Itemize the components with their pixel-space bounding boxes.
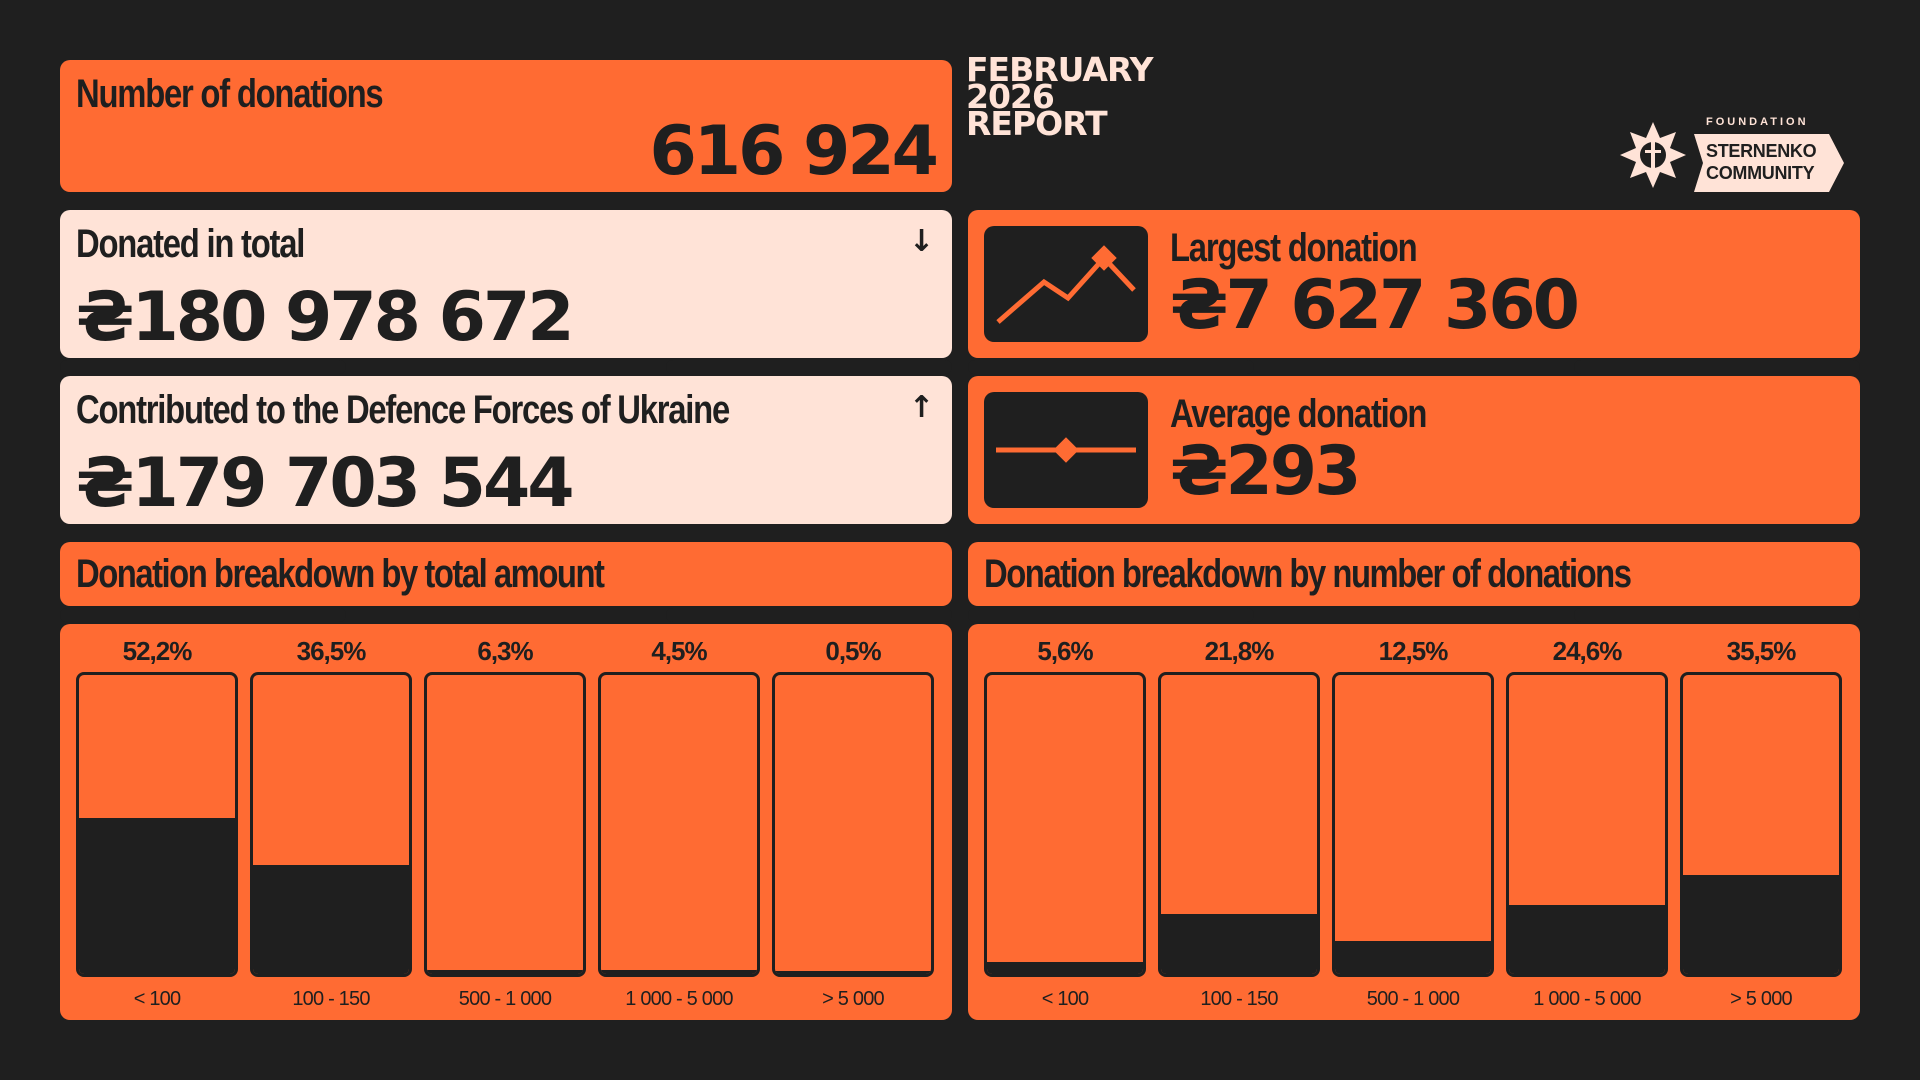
donated-total-label: Donated in total [76,222,305,266]
bar-frame [76,672,238,977]
bar-frame [250,672,412,977]
category-label: < 100 [133,988,181,1010]
bar-fill [1335,941,1491,974]
star-emblem-icon [1620,122,1686,188]
bar-fill [601,969,757,974]
divider-notch [60,608,346,622]
contributed-card: Contributed to the Defence Forces of Ukr… [60,376,952,524]
bar-value-label: 5,6% [1037,636,1093,666]
bar-fill [1161,914,1317,974]
report-title-line3: REPORT [966,104,1108,143]
bar-fill [79,817,235,974]
divider-notch [1574,360,1860,374]
contributed-value: ₴179 703 544 [76,444,575,523]
chart-total-amount: 52,2% < 100 36,5% 100 - 150 6,3% 500 - 1 000 4… [60,624,952,1020]
logo-foundation-text: FOUNDATION [1706,116,1809,128]
divider-notch [968,360,1254,374]
bar-value-label: 4,5% [651,636,707,666]
bar [424,672,586,977]
logo-line1: STERNENKO [1706,141,1817,161]
category-label: 100 - 150 [292,988,370,1010]
arrow-down-icon: ↓ [908,224,934,259]
chart2-title: Donation breakdown by number of donation… [984,552,1632,596]
report-title-line2: 2026 [966,77,1055,116]
bar-fill [427,969,583,974]
average-donation-card: Average donation ₴293 [968,376,1860,524]
bar-frame [598,672,760,977]
category-label: 100 - 150 [1200,988,1278,1010]
category-label: 1 000 - 5 000 [1533,988,1641,1010]
chart1-title: Donation breakdown by total amount [76,552,605,596]
bar [772,672,934,977]
contributed-label: Contributed to the Defence Forces of Ukr… [76,388,730,432]
bar-frame [424,672,586,977]
divider-notch [60,360,346,374]
largest-donation-value: ₴7 627 360 [1170,266,1580,345]
logo-line2: COMMUNITY [1706,163,1815,183]
logo-name: STERNENKO COMMUNITY [1706,140,1817,184]
bar-value-label: 35,5% [1726,636,1797,666]
bar-frame [772,672,934,977]
donations-count-card: Number of donations 616 924 [60,60,952,192]
divider-notch [666,360,952,374]
bar-value-label: 36,5% [296,636,367,666]
bar-fill [775,971,931,974]
bar-frame [1506,672,1668,977]
flat-line-icon [984,392,1148,508]
bar [1158,672,1320,977]
bar [250,672,412,977]
donated-total-card: Donated in total ↓ ₴180 978 672 [60,210,952,358]
category-label: < 100 [1041,988,1089,1010]
bar [984,672,1146,977]
category-label: 500 - 1 000 [458,988,552,1010]
report-title: FEBRUARY 2026 REPORT [966,50,1153,143]
bar-frame [1158,672,1320,977]
bar-value-label: 12,5% [1378,636,1449,666]
category-label: > 5 000 [822,988,884,1010]
bar-frame [1680,672,1842,977]
report-title-line1: FEBRUARY [966,50,1153,89]
average-donation-value: ₴293 [1170,432,1361,511]
divider-notch [968,608,1254,622]
bar [1332,672,1494,977]
divider-notch [666,608,952,622]
bar-fill [253,864,409,974]
donations-count-label: Number of donations [76,72,384,116]
bar [598,672,760,977]
average-donation-label: Average donation [1170,392,1427,436]
bar-value-label: 6,3% [477,636,533,666]
logo-badge [1694,134,1844,192]
bar-value-label: 0,5% [825,636,881,666]
bar-fill [1509,905,1665,974]
bar [1680,672,1842,977]
bar-value-label: 21,8% [1204,636,1275,666]
largest-donation-label: Largest donation [1170,226,1418,270]
chart-number-of-donations: 5,6% < 100 21,8% 100 - 150 12,5% 500 - 1 000 2… [968,624,1860,1020]
bar-frame [984,672,1146,977]
bar [1506,672,1668,977]
bar-value-label: 52,2% [122,636,193,666]
category-label: > 5 000 [1730,988,1792,1010]
bar [76,672,238,977]
foundation-logo: FOUNDATION STERNENKO COMMUNITY [1618,112,1858,192]
category-label: 1 000 - 5 000 [625,988,733,1010]
bar-frame [1332,672,1494,977]
arrow-up-icon: ↑ [908,390,934,425]
category-label: 500 - 1 000 [1366,988,1460,1010]
rising-line-icon [984,226,1148,342]
bar-fill [1683,875,1839,974]
donations-count-value: 616 924 [649,112,939,191]
donated-total-value: ₴180 978 672 [76,278,575,357]
largest-donation-card: Largest donation ₴7 627 360 [968,210,1860,358]
bar-value-label: 24,6% [1552,636,1623,666]
chart1-title-card: Donation breakdown by total amount [60,542,952,606]
divider-notch [1574,608,1860,622]
chart2-title-card: Donation breakdown by number of donation… [968,542,1860,606]
bar-fill [987,962,1143,974]
